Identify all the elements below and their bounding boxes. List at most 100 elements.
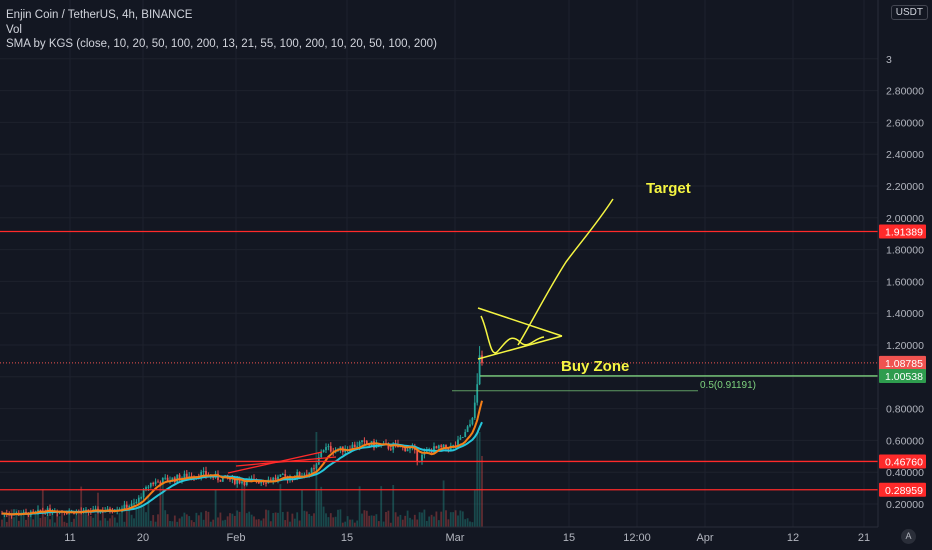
volume-bar (140, 493, 143, 527)
candle-body (435, 446, 438, 449)
price-tick-label: 1.80000 (886, 245, 924, 257)
candle-body (152, 482, 155, 485)
candle-body (389, 448, 392, 450)
candle-body (111, 511, 114, 513)
candle-body (147, 486, 150, 488)
price-tick-label: 1.40000 (886, 308, 924, 320)
volume-bar (397, 516, 399, 527)
volume-bar (293, 518, 296, 527)
volume-bar (111, 515, 114, 527)
volume-bar (442, 480, 445, 527)
volume-bar (313, 513, 315, 527)
volume-bar (152, 515, 155, 527)
volume-bar (363, 510, 366, 527)
volume-bar (133, 518, 135, 527)
pennant-wave (480, 315, 545, 354)
volume-bar (281, 511, 284, 527)
candle-body (461, 436, 464, 438)
volume-bar (70, 521, 73, 527)
candle-body (315, 464, 318, 469)
volume-bar (231, 513, 234, 527)
volume-bar (473, 490, 476, 527)
candle-body (440, 445, 443, 448)
level-price-text: 1.00538 (885, 371, 923, 383)
volume-bar (34, 512, 37, 527)
volume-bar (317, 490, 320, 527)
volume-bars (1, 432, 483, 527)
volume-bar (92, 517, 95, 527)
auto-scale-button[interactable]: A (901, 529, 916, 544)
level-price-text: 0.28959 (885, 485, 923, 497)
volume-bar (392, 484, 395, 527)
volume-bar (449, 512, 452, 527)
price-tick-label: 2.60000 (886, 117, 924, 129)
candle-body (171, 477, 174, 482)
volume-bar (296, 512, 299, 527)
volume-bar (289, 521, 291, 527)
candle-body (245, 479, 248, 486)
candle-body (221, 477, 224, 482)
volume-bar (346, 516, 349, 527)
volume-bar (58, 516, 61, 527)
pennant-lower-line (477, 335, 563, 360)
sma-lines (1, 400, 483, 516)
candle-body (358, 441, 361, 447)
volume-bar (430, 514, 433, 527)
volume-bar (178, 518, 181, 527)
volume-bar (166, 514, 169, 527)
volume-bar (356, 520, 359, 527)
candle-body (310, 468, 313, 473)
price-axis: 0.200000.400000.600000.800001.000001.200… (877, 0, 932, 550)
volume-bar (217, 517, 219, 527)
volume-bar (32, 519, 35, 527)
candle-body (200, 471, 203, 478)
currency-badge[interactable]: USDT (890, 5, 928, 20)
volume-bar (291, 513, 294, 527)
volume-bar (20, 510, 23, 527)
volume-bar (341, 522, 344, 527)
candle-body (481, 355, 483, 363)
volume-bar (94, 513, 97, 527)
candle-body (279, 474, 282, 477)
volume-bar (147, 496, 150, 527)
symbol-title[interactable]: Enjin Coin / TetherUS, 4h, BINANCE (6, 9, 193, 21)
volume-bar (197, 515, 200, 527)
trendline (235, 456, 337, 467)
volume-bar (269, 521, 272, 527)
level-price-text: 1.08785 (885, 358, 923, 370)
candle-body (269, 479, 272, 482)
candle-body (447, 448, 450, 451)
candle-body (183, 473, 186, 478)
candle-body (128, 506, 131, 508)
candle-body (445, 444, 447, 449)
sma-indicator-label[interactable]: SMA by KGS (close, 10, 20, 50, 100, 200,… (6, 38, 437, 50)
volume-bar (478, 432, 481, 527)
volume-bar (344, 521, 347, 527)
volume-bar (137, 501, 140, 527)
volume-bar (195, 512, 198, 527)
candle-body (457, 439, 459, 447)
sma-fast-line (1, 400, 483, 516)
volume-bar (413, 514, 416, 527)
volume-bar (183, 512, 186, 527)
target-projection-line (517, 198, 614, 346)
volume-bar (310, 515, 313, 527)
candle-body (308, 472, 311, 476)
candle-body (157, 481, 159, 483)
candle-body (361, 440, 363, 442)
volume-bar (202, 519, 205, 527)
volume-bar (332, 517, 335, 527)
volume-bar (387, 510, 390, 527)
volume-bar (385, 511, 387, 527)
candle-body (344, 449, 347, 452)
volume-bar (382, 521, 385, 527)
volume-bar (305, 511, 308, 527)
price-tick-label: 0.80000 (886, 404, 924, 416)
volume-bar (116, 522, 119, 527)
volume-bar (123, 521, 126, 527)
volume-bar (411, 519, 414, 527)
volume-indicator-label[interactable]: Vol (6, 23, 22, 36)
volume-bar (433, 516, 435, 527)
time-tick-label: 11 (64, 532, 75, 544)
